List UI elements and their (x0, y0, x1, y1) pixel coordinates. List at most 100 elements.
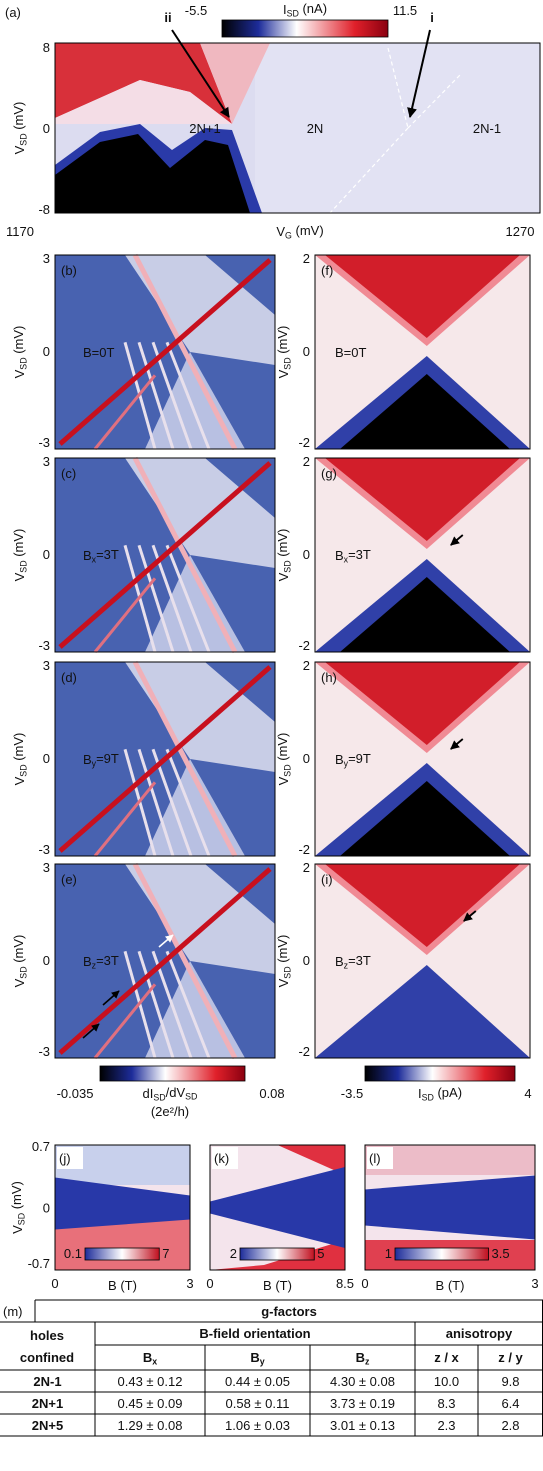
column-header: z / y (498, 1350, 523, 1365)
table-cell: 1.29 ± 0.08 (118, 1418, 183, 1433)
table-cell: 8.3 (437, 1396, 455, 1411)
y-axis-label: VSD (mV) (9, 1181, 27, 1234)
text-part: V (276, 572, 291, 581)
column-header: By (250, 1350, 264, 1367)
text-part: B=0T (83, 345, 114, 360)
shape (340, 374, 510, 449)
text-part: (mV) (11, 529, 26, 561)
field-label: Bx=3T (83, 547, 119, 565)
shape (364, 1065, 516, 1082)
x-axis-label: B (T) (436, 1278, 465, 1293)
text-part: (mV) (11, 935, 26, 967)
text-part: I (283, 2, 287, 17)
plot-frame (209, 1144, 346, 1271)
region-label: 2N-1 (473, 121, 501, 136)
text-part: y (92, 759, 97, 769)
shape (125, 864, 275, 974)
colorbar-min: -0.035 (57, 1086, 94, 1101)
text-part: B (335, 548, 344, 563)
panel-label: (h) (321, 670, 337, 685)
shape (58, 258, 272, 446)
y-tick-label: 0 (43, 344, 50, 359)
shape (57, 1147, 83, 1169)
shape (325, 662, 520, 745)
shape (165, 748, 211, 857)
text-part: SD (422, 1093, 434, 1103)
colorbar-label: dISD/dVSD (143, 1085, 198, 1103)
shape (137, 950, 175, 1059)
group-header: anisotropy (446, 1326, 513, 1341)
text-part: V (12, 369, 27, 378)
y-tick-label: 0 (303, 953, 310, 968)
text-part: y (260, 1357, 265, 1367)
plot-frame (314, 863, 531, 1059)
text-part: B (335, 954, 344, 969)
panel-label: (d) (61, 670, 77, 685)
text-part: G (285, 231, 292, 241)
panel-label: (l) (369, 1151, 381, 1166)
plot-frame (54, 42, 541, 214)
y-tick-label: 8 (43, 40, 50, 55)
x-axis-label: B (T) (263, 1278, 292, 1293)
panel-label: (b) (61, 263, 77, 278)
y-axis-label: VSD (mV) (11, 326, 29, 379)
text-part: =3T (96, 953, 119, 968)
colorbar-min: 0.1 (64, 1246, 82, 1261)
y-tick-label: -0.7 (28, 1256, 50, 1271)
y-axis-label: VSD (mV) (11, 529, 29, 582)
shape (137, 748, 175, 857)
y-tick-label: 2 (303, 658, 310, 673)
shape (340, 577, 510, 652)
text-part: B (83, 752, 92, 767)
colorbar-min: -3.5 (341, 1086, 363, 1101)
panel-label: (f) (321, 263, 333, 278)
text-part: z (92, 961, 96, 971)
text-part: V (276, 776, 291, 785)
table-cell: 0.44 ± 0.05 (225, 1374, 290, 1389)
shape (58, 665, 272, 853)
shape (125, 255, 275, 365)
plot-frame (314, 661, 531, 857)
table-cell: 0.45 ± 0.09 (118, 1396, 183, 1411)
text-part: B=0T (335, 345, 366, 360)
shape (84, 1247, 160, 1261)
y-tick-label: -2 (298, 1044, 310, 1059)
table-cell: 0.58 ± 0.11 (226, 1396, 290, 1411)
shape (165, 950, 211, 1059)
shape (99, 1065, 246, 1082)
shape (93, 577, 157, 653)
colorbar-min: -5.5 (185, 3, 207, 18)
field-label: By=9T (83, 751, 119, 769)
y-tick-label: -2 (298, 435, 310, 450)
y-tick-label: 3 (43, 658, 50, 673)
shape (82, 1023, 100, 1039)
text-part: (nA) (299, 1, 327, 16)
y-tick-label: 0 (43, 1201, 50, 1216)
y-axis-label: VSD (mV) (275, 733, 293, 786)
text-part: =3T (348, 953, 371, 968)
plot-frame (54, 1144, 191, 1271)
row-label: 2N+5 (32, 1418, 63, 1433)
colorbar-max: 0.08 (259, 1086, 284, 1101)
panel-label: (a) (5, 5, 21, 20)
shape (365, 1145, 535, 1175)
text-part: B (83, 954, 92, 969)
shape (450, 738, 464, 750)
text-part: (mV) (275, 529, 290, 561)
text-part: (mV) (275, 326, 290, 358)
text-part: V (10, 1225, 25, 1234)
colorbar-max: 4 (524, 1086, 531, 1101)
y-axis-label: VSD (mV) (11, 102, 29, 155)
colorbar-label: ISD (nA) (283, 1, 327, 19)
table-cell: 1.06 ± 0.03 (225, 1418, 290, 1433)
y-tick-label: 2 (303, 251, 310, 266)
shape (221, 19, 389, 38)
text-part: SD (19, 764, 29, 776)
text-part: B (250, 1350, 259, 1365)
text-part: SD (153, 1093, 165, 1103)
shape (132, 456, 238, 654)
shape (137, 544, 175, 653)
x-tick-label: 1170 (6, 224, 34, 239)
shape (165, 341, 211, 450)
row-label: 2N-1 (33, 1374, 61, 1389)
